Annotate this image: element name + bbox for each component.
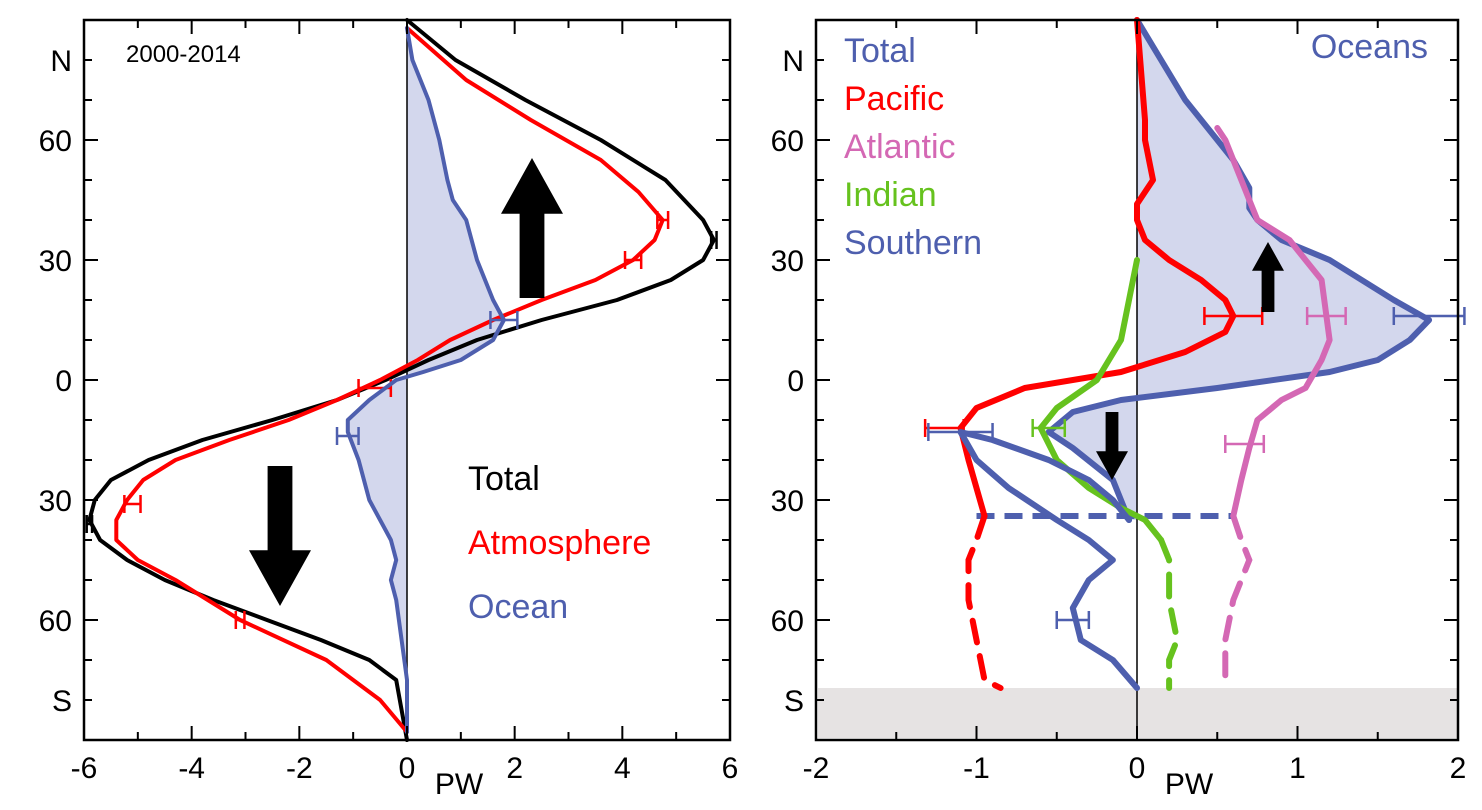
errorbar-southern-0 (927, 423, 994, 441)
x-tick-label: -2 (803, 752, 830, 785)
errorbar-atlantic-1 (1224, 435, 1266, 453)
legend-entry-ocean: Ocean (468, 588, 568, 626)
y-tick-label: 0 (787, 365, 804, 398)
panel-title: Oceans (1311, 28, 1428, 66)
x-tick-label: 4 (614, 752, 631, 785)
series-dashed-line-indian (1158, 537, 1181, 691)
panel-left-chart: N 60 30 0 30 60 S -6 -4 -2 0 2 4 6 PW 2000-2014 Total Atm… (39, 18, 739, 801)
y-tick-label: 60 (771, 605, 804, 638)
legend-entry-southern: Southern (844, 224, 982, 262)
errorbar-atmosphere-0 (656, 211, 670, 229)
errorbar-total-0 (1392, 307, 1466, 325)
series-dashed-line-atlantic (1222, 513, 1253, 691)
southward-arrow-icon (249, 466, 311, 606)
series-line-total (87, 18, 716, 742)
y-tick-label: 30 (771, 485, 804, 518)
errorbar-ocean-1 (335, 427, 360, 445)
legend-entry-atmosphere: Atmosphere (468, 524, 651, 562)
x-tick-label: 2 (506, 752, 523, 785)
x-tick-label: 0 (399, 752, 416, 785)
x-axis-label: PW (1165, 768, 1214, 801)
y-tick-label: 30 (39, 485, 72, 518)
errorbar-ocean-0 (489, 311, 519, 329)
legend-entry-total: Total (844, 32, 916, 70)
errorbar-pacific-1 (923, 419, 965, 437)
legend-entry-total: Total (468, 460, 540, 498)
legend-entry-atlantic: Atlantic (844, 128, 956, 166)
x-tick-label: 1 (1289, 752, 1306, 785)
errorbar-atmosphere-3 (123, 495, 142, 513)
x-tick-label: -4 (178, 752, 205, 785)
legend-entry-indian: Indian (844, 176, 937, 214)
northward-arrow-icon (501, 158, 563, 298)
errorbar-atlantic-0 (1305, 307, 1347, 325)
y-tick-label: 60 (39, 125, 72, 158)
x-tick-label: 0 (1129, 752, 1146, 785)
x-tick-label: -1 (963, 752, 990, 785)
series-line-southern (957, 429, 1140, 691)
series-fill-ocean (347, 28, 504, 732)
y-tick-label: 60 (771, 125, 804, 158)
y-tick-label: S (52, 685, 72, 718)
y-tick-label: N (50, 45, 72, 78)
panel-right-chart: N 60 30 0 30 60 S -2 -1 0 1 2 PW Oceans Total Pacific At… (771, 17, 1467, 801)
legend-entry-pacific: Pacific (844, 80, 944, 118)
y-tick-label: S (784, 685, 804, 718)
errorbar-total-0 (709, 231, 718, 249)
y-tick-label: 60 (39, 605, 72, 638)
series-dashed-line-pacific (965, 513, 1004, 691)
errorbar-indian-0 (1031, 419, 1067, 437)
series-line-ocean (345, 26, 506, 734)
x-tick-label: -6 (71, 752, 98, 785)
errorbar-atmosphere-4 (234, 611, 246, 629)
x-tick-label: 2 (1450, 752, 1467, 785)
x-axis-label: PW (435, 768, 484, 801)
y-tick-label: 0 (55, 365, 72, 398)
y-tick-label: 30 (39, 245, 72, 278)
northward-arrow-icon (1252, 242, 1284, 312)
southward-arrow-icon (1096, 412, 1128, 480)
period-annotation: 2000-2014 (126, 41, 241, 68)
y-tick-label: N (782, 45, 804, 78)
x-tick-label: -2 (286, 752, 313, 785)
errorbar-total-1 (85, 515, 94, 533)
errorbar-southern-1 (1055, 611, 1091, 629)
errorbar-atmosphere-1 (623, 251, 643, 269)
x-tick-label: 6 (722, 752, 739, 785)
y-tick-label: 30 (771, 245, 804, 278)
